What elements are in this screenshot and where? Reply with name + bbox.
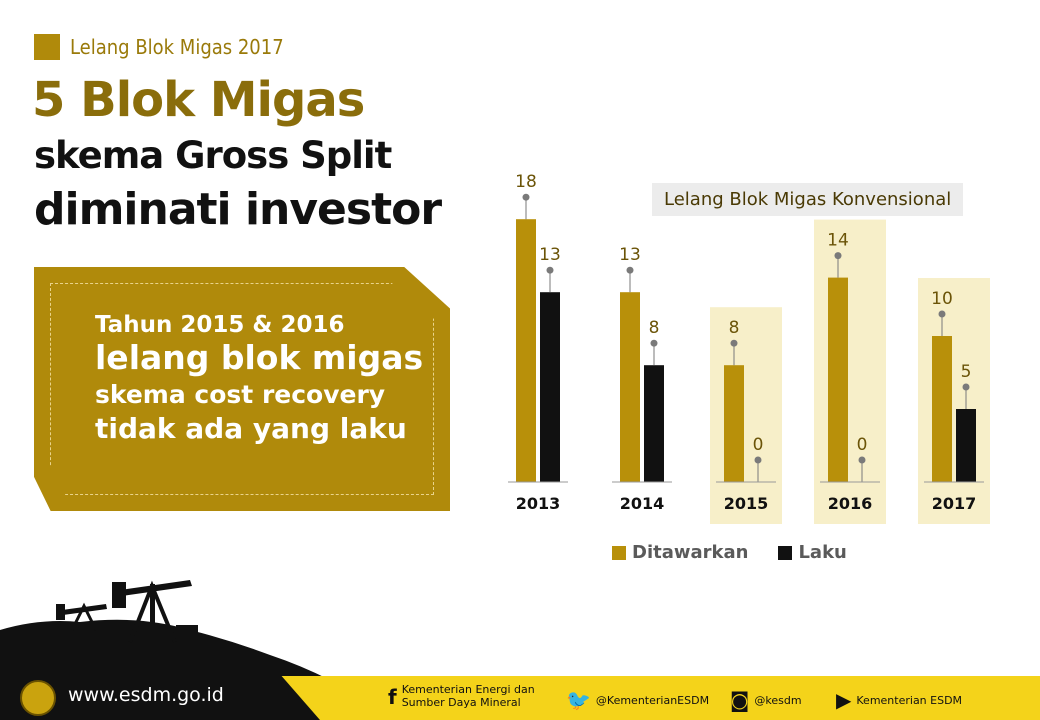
headline-1: 5 Blok Migas — [32, 72, 365, 128]
ministry-line-2: Sumber Daya Mineral — [401, 695, 521, 709]
bar-ditawarkan-2016 — [828, 277, 848, 482]
x-tick-label-2013: 2013 — [516, 494, 561, 513]
ministry-seal-icon — [20, 680, 56, 716]
legend-item-ditawarkan: Ditawarkan — [612, 542, 748, 563]
data-label-laku-2017: 5 — [961, 362, 972, 382]
highlight-panel-2015 — [710, 307, 782, 524]
footer-youtube[interactable]: ▶ Kementerian ESDM — [836, 688, 962, 712]
promo-dashed-border — [50, 283, 434, 495]
promo-line-3: skema cost recovery — [95, 379, 386, 409]
headline-2: skema Gross Split — [34, 134, 392, 177]
data-label-ditawarkan-2013: 18 — [515, 172, 537, 192]
value-dot-ditawarkan-2017 — [938, 310, 946, 318]
value-dot-laku-2016 — [858, 456, 866, 464]
ministry-line-1: Kementerian Energi dan — [401, 683, 535, 696]
bar-laku-2017 — [956, 409, 976, 482]
headline-3: diminati investor — [34, 184, 442, 235]
twitter-icon: 🐦 — [566, 688, 591, 712]
promo-line-1: Tahun 2015 & 2016 — [95, 312, 345, 338]
highlight-panel-2017 — [918, 278, 990, 524]
promo-panel — [34, 267, 450, 511]
data-label-laku-2014: 8 — [649, 318, 660, 338]
value-dot-laku-2014 — [650, 339, 658, 347]
footer-twitter[interactable]: 🐦 @KementerianESDM — [566, 688, 709, 712]
value-dot-laku-2013 — [546, 266, 554, 274]
x-tick-label-2014: 2014 — [620, 494, 665, 513]
bar-ditawarkan-2014 — [620, 292, 640, 482]
instagram-icon: ◙ — [730, 688, 750, 712]
bar-laku-2013 — [540, 292, 560, 482]
x-tick-label-2016: 2016 — [828, 494, 873, 513]
oil-pump-silhouette-icon — [0, 580, 330, 680]
promo-text: Tahun 2015 & 2016 lelang blok migas skem… — [95, 312, 424, 446]
data-label-laku-2016: 0 — [857, 435, 868, 455]
highlight-panel-2016 — [814, 219, 886, 524]
value-dot-ditawarkan-2015 — [730, 339, 738, 347]
facebook-icon: f — [388, 684, 397, 709]
bar-ditawarkan-2017 — [932, 336, 952, 482]
data-label-ditawarkan-2017: 10 — [931, 289, 953, 309]
bar-ditawarkan-2015 — [724, 365, 744, 482]
instagram-handle: @kesdm — [754, 693, 802, 707]
footer-url[interactable]: www.esdm.go.id — [68, 684, 224, 706]
footer-instagram[interactable]: ◙ @kesdm — [730, 688, 802, 712]
bar-laku-2014 — [644, 365, 664, 482]
data-label-ditawarkan-2014: 13 — [619, 245, 641, 265]
chart-legend: Ditawarkan Laku — [612, 542, 847, 563]
promo-line-4: tidak ada yang laku — [95, 412, 407, 446]
footer-facebook[interactable]: f Kementerian Energi dan Sumber Daya Min… — [388, 683, 535, 709]
chart-title: Lelang Blok Migas Konvensional — [652, 183, 964, 216]
twitter-handle: @KementerianESDM — [595, 693, 710, 707]
legend-label-ditawarkan: Ditawarkan — [632, 542, 749, 563]
bar-ditawarkan-2013 — [516, 219, 536, 482]
youtube-channel: Kementerian ESDM — [856, 693, 963, 707]
value-dot-laku-2015 — [754, 456, 762, 464]
promo-line-2: lelang blok migas — [95, 338, 424, 378]
value-dot-ditawarkan-2016 — [834, 252, 842, 260]
legend-label-laku: Laku — [798, 542, 847, 563]
tag-text: Lelang Blok Migas 2017 — [70, 35, 284, 59]
header-tag: Lelang Blok Migas 2017 — [34, 34, 284, 60]
value-dot-ditawarkan-2013 — [522, 193, 530, 201]
youtube-icon: ▶ — [836, 688, 852, 712]
legend-item-laku: Laku — [778, 542, 847, 563]
legend-swatch-laku — [778, 545, 793, 560]
data-label-laku-2015: 0 — [753, 435, 764, 455]
value-dot-ditawarkan-2014 — [626, 266, 634, 274]
x-tick-label-2017: 2017 — [932, 494, 977, 513]
data-label-ditawarkan-2016: 14 — [827, 231, 849, 251]
x-tick-label-2015: 2015 — [724, 494, 769, 513]
data-label-ditawarkan-2015: 8 — [729, 318, 740, 338]
data-label-laku-2013: 13 — [539, 245, 561, 265]
bar-chart: 18 13 2013 13 8 2014 8 0 2015 14 0 2016 10 5 2017 — [508, 172, 990, 524]
legend-swatch-ditawarkan — [612, 545, 626, 560]
value-dot-laku-2017 — [962, 383, 970, 391]
tag-square — [34, 34, 60, 60]
